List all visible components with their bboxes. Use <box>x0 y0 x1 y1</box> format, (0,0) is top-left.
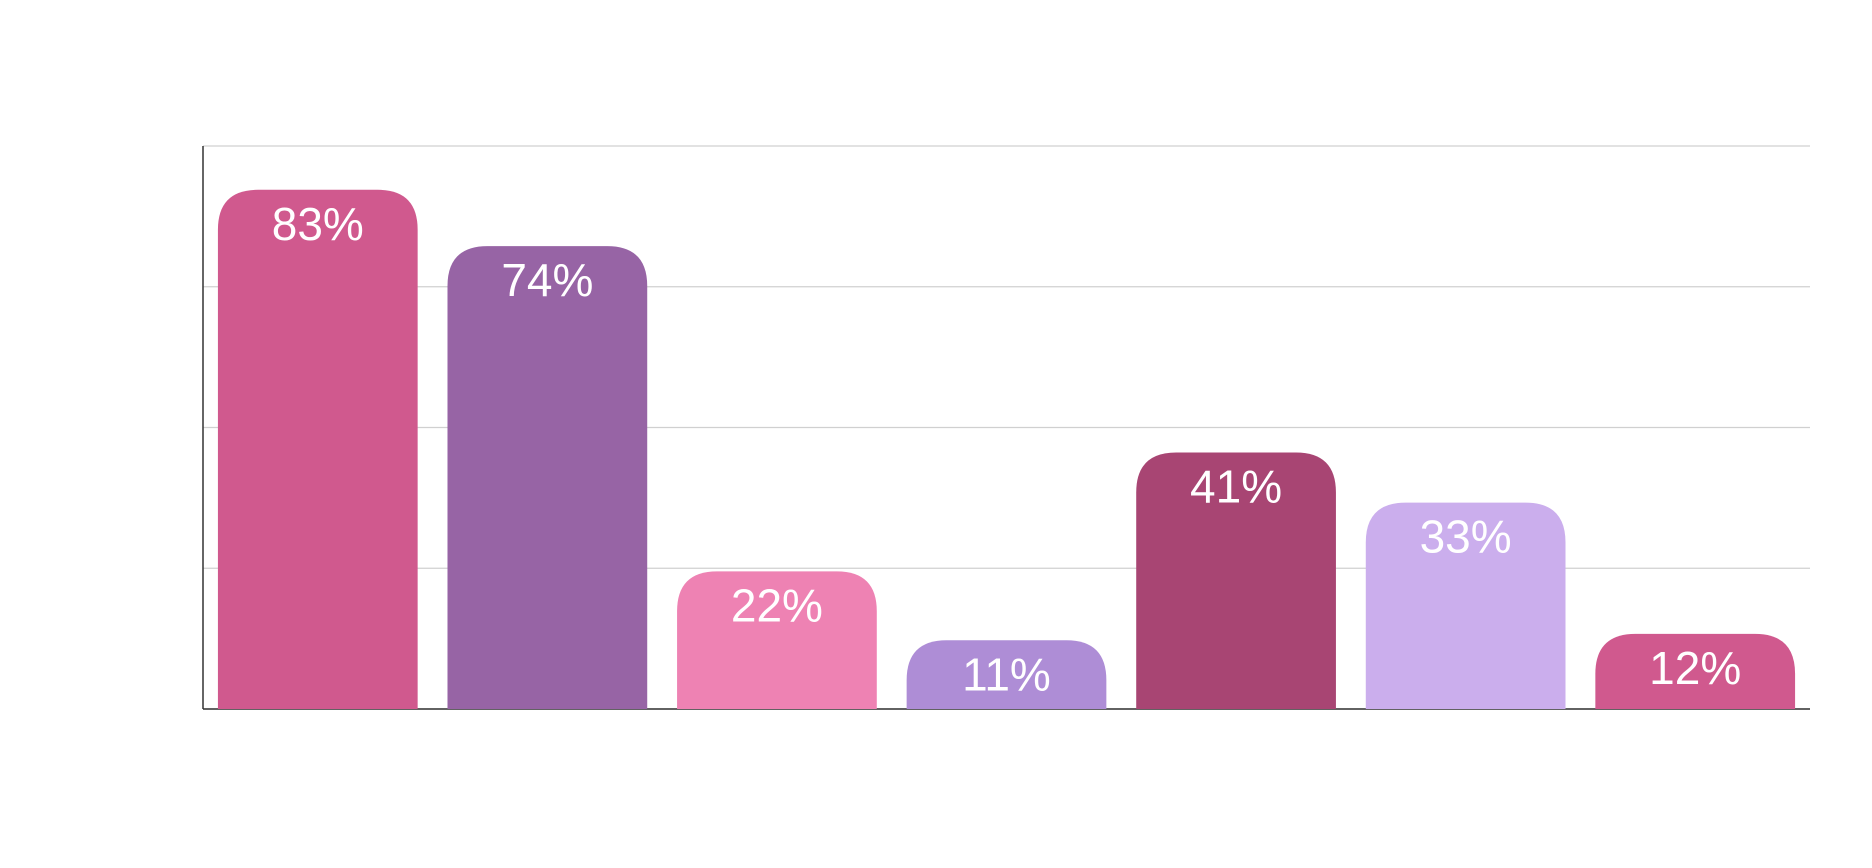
bar <box>906 640 1107 709</box>
bar <box>1136 452 1336 709</box>
bar <box>677 571 877 709</box>
bar <box>447 246 648 710</box>
value-label: 83% <box>272 198 364 250</box>
bar <box>217 189 418 710</box>
bar <box>1365 502 1566 709</box>
value-label: 11% <box>962 648 1051 700</box>
value-label: 74% <box>501 254 593 306</box>
bar <box>1595 633 1796 709</box>
value-label: 22% <box>731 580 823 632</box>
value-label: 33% <box>1420 511 1512 563</box>
value-label: 12% <box>1649 642 1741 694</box>
value-label: 41% <box>1190 461 1282 513</box>
